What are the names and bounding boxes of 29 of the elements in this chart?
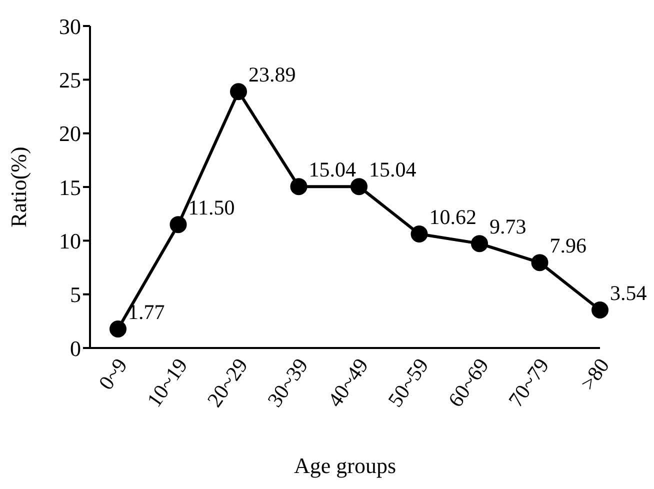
point (350, 178, 368, 196)
x-axis-title: Age groups (294, 453, 396, 478)
y-tick-label: 20 (59, 121, 81, 146)
point (531, 254, 548, 272)
data-label: 7.96 (550, 234, 586, 258)
y-tick-label: 30 (59, 14, 81, 39)
point (410, 226, 428, 243)
y-axis-title: Ratio(%) (6, 146, 31, 228)
data-label: 1.77 (128, 300, 165, 324)
data-label: 11.50 (188, 196, 235, 220)
point (110, 320, 126, 338)
point (471, 235, 488, 252)
point (592, 302, 608, 319)
x-tick-label: >80 (576, 354, 614, 395)
y-tick-label: 5 (70, 282, 81, 308)
point (170, 216, 187, 234)
data-label: 15.04 (308, 158, 356, 182)
point (230, 83, 247, 100)
y-tick-label: 25 (59, 67, 81, 92)
y-tick-label: 15 (59, 174, 81, 200)
data-label: 9.73 (490, 214, 526, 239)
data-label: 3.54 (610, 281, 648, 306)
data-label: 10.62 (429, 205, 476, 230)
data-label: 15.04 (369, 158, 417, 182)
y-tick-label: 0 (70, 336, 81, 361)
data-label: 23.89 (248, 62, 296, 87)
y-tick-label: 10 (59, 228, 81, 254)
point (290, 178, 308, 196)
x-tick-label: 0~9 (94, 354, 132, 394)
